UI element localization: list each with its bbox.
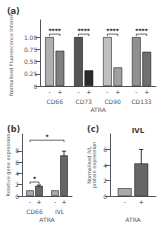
svg-text:CD133: CD133: [131, 98, 151, 105]
svg-text:-: -: [124, 198, 126, 205]
svg-text:+: +: [86, 88, 91, 95]
svg-text:ATRA: ATRA: [125, 216, 141, 223]
svg-text:*: *: [33, 175, 37, 182]
svg-text:protein expression: protein expression: [91, 142, 98, 188]
svg-text:2: 2: [15, 181, 19, 188]
svg-text:****: ****: [77, 27, 90, 34]
svg-text:4: 4: [103, 162, 107, 169]
svg-text:ATRA: ATRA: [39, 216, 55, 223]
svg-text:0.75: 0.75: [24, 46, 38, 53]
svg-text:+: +: [57, 88, 62, 95]
svg-text:8: 8: [15, 147, 19, 154]
svg-text:-: -: [54, 198, 56, 205]
svg-text:IVL: IVL: [132, 127, 145, 135]
svg-text:Relative gene expression: Relative gene expression: [5, 134, 12, 197]
svg-text:IVL: IVL: [55, 208, 65, 215]
svg-text:-: -: [48, 88, 50, 95]
svg-text:CD90: CD90: [104, 98, 121, 105]
svg-text:(c): (c): [87, 125, 99, 134]
svg-text:ATRA: ATRA: [90, 106, 106, 113]
svg-text:0.50: 0.50: [24, 58, 38, 65]
svg-text:CD66: CD66: [26, 208, 43, 215]
svg-text:0: 0: [103, 193, 107, 200]
svg-text:-: -: [77, 88, 79, 95]
svg-text:+: +: [36, 198, 41, 205]
svg-text:(a): (a): [7, 7, 20, 16]
svg-text:(b): (b): [7, 125, 20, 134]
svg-text:****: ****: [106, 27, 119, 34]
svg-text:6: 6: [103, 146, 107, 153]
svg-text:Normalised Fluorescence Intens: Normalised Fluorescence Intensity: [8, 10, 15, 96]
svg-text:CD73: CD73: [75, 98, 92, 105]
svg-text:****: ****: [135, 27, 148, 34]
svg-text:-: -: [135, 88, 137, 95]
svg-text:+: +: [144, 88, 149, 95]
svg-text:Normalised IVL: Normalised IVL: [85, 146, 92, 184]
svg-text:CD66: CD66: [47, 98, 64, 105]
svg-text:-: -: [29, 198, 31, 205]
svg-text:1.00: 1.00: [24, 34, 38, 41]
svg-text:+: +: [115, 88, 120, 95]
svg-text:0: 0: [15, 193, 19, 200]
svg-text:2: 2: [103, 177, 107, 184]
svg-text:-: -: [106, 88, 108, 95]
svg-text:4: 4: [15, 170, 19, 177]
svg-text:+: +: [61, 198, 66, 205]
svg-text:6: 6: [15, 159, 19, 166]
svg-text:0.25: 0.25: [24, 70, 38, 77]
svg-text:0: 0: [33, 83, 37, 90]
svg-text:****: ****: [48, 27, 61, 34]
svg-text:+: +: [139, 198, 144, 205]
svg-text:*: *: [45, 133, 49, 140]
